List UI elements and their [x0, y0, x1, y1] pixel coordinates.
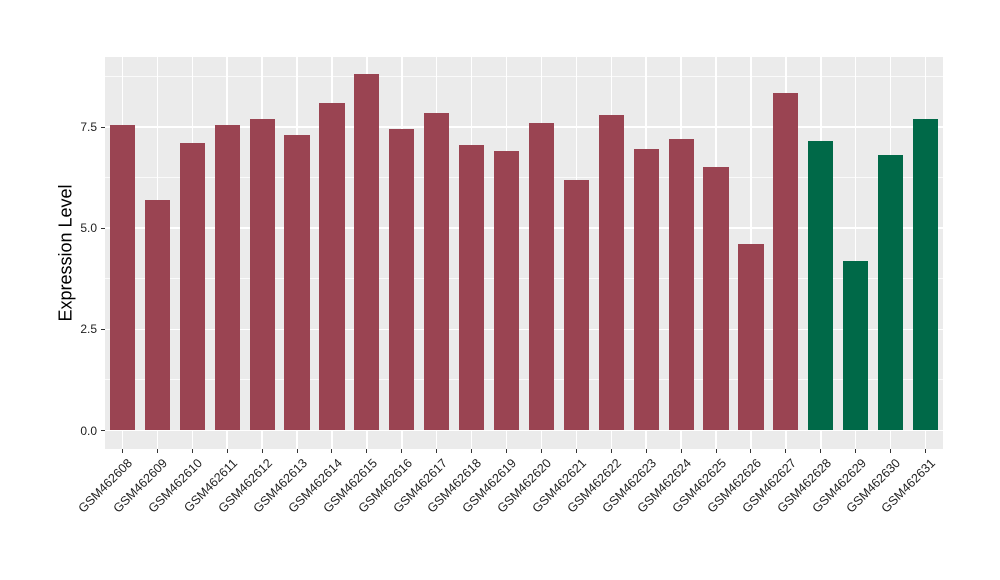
- bar-GSM462631: [912, 118, 939, 431]
- y-axis-title: Expression Level: [55, 184, 76, 322]
- bar-GSM462627: [773, 92, 799, 431]
- x-axis-tick: [366, 449, 368, 453]
- gridline-major-horizontal: [105, 126, 943, 128]
- x-axis-tick: [575, 449, 577, 453]
- y-tick-label: 2.5: [80, 322, 97, 337]
- x-axis-tick: [645, 449, 647, 453]
- bar-GSM462625: [703, 167, 729, 431]
- gridline-minor-horizontal: [105, 278, 943, 280]
- x-axis-tick: [855, 449, 857, 453]
- bar-GSM462615: [354, 74, 380, 431]
- gridline-major-horizontal: [105, 328, 943, 331]
- bar-GSM462628: [808, 141, 834, 431]
- bar-GSM462616: [389, 129, 415, 431]
- bar-GSM462630: [878, 155, 904, 431]
- x-axis-tick: [785, 449, 787, 453]
- x-axis-tick: [890, 449, 892, 453]
- gridline-major-horizontal: [105, 429, 943, 432]
- bar-GSM462621: [563, 179, 589, 431]
- y-tick-label: 7.5: [80, 120, 97, 134]
- y-tick-label: 5.0: [80, 221, 97, 236]
- gridline-minor-horizontal: [105, 75, 943, 77]
- x-axis-tick: [261, 449, 263, 453]
- bar-GSM462614: [319, 102, 345, 431]
- x-axis-tick: [750, 449, 752, 453]
- bar-GSM462609: [144, 199, 170, 431]
- bar-GSM462620: [528, 122, 554, 431]
- x-axis-tick: [121, 449, 123, 453]
- bar-GSM462619: [493, 151, 520, 431]
- x-axis-tick: [820, 449, 822, 453]
- y-axis-tick: [101, 328, 105, 330]
- gridline-vertical: [854, 57, 857, 449]
- x-axis-tick: [715, 449, 717, 453]
- x-axis-tick: [191, 449, 193, 453]
- x-axis-tick: [401, 449, 403, 453]
- x-axis-tick: [436, 449, 438, 453]
- bar-GSM462612: [249, 118, 275, 431]
- x-axis-tick: [226, 449, 228, 453]
- y-axis-tick: [101, 430, 105, 431]
- bar-GSM462622: [598, 114, 624, 431]
- x-axis-tick: [296, 449, 298, 453]
- x-axis-tick: [610, 449, 612, 453]
- plot-panel: [105, 57, 943, 449]
- bar-GSM462608: [109, 124, 135, 431]
- gridline-minor-horizontal: [105, 177, 943, 179]
- bar-GSM462626: [738, 244, 764, 431]
- x-axis-tick: [156, 449, 158, 453]
- x-axis-tick: [925, 449, 927, 453]
- bar-GSM462624: [668, 139, 694, 431]
- bar-GSM462617: [424, 112, 450, 431]
- gridline-minor-horizontal: [105, 379, 943, 381]
- bar-GSM462613: [284, 135, 310, 431]
- gridline-major-horizontal: [105, 227, 943, 229]
- bar-GSM462618: [459, 145, 485, 431]
- y-axis-tick: [101, 126, 105, 128]
- x-axis-tick: [471, 449, 473, 453]
- bar-GSM462623: [633, 149, 659, 431]
- bar-GSM462629: [843, 260, 869, 431]
- x-axis-tick: [540, 449, 542, 453]
- x-axis-tick: [506, 449, 508, 453]
- x-axis-tick: [331, 449, 333, 453]
- bar-GSM462610: [179, 143, 205, 431]
- y-axis-tick: [101, 227, 105, 229]
- x-axis-tick: [680, 449, 682, 453]
- y-tick-label: 0.0: [80, 423, 97, 438]
- bar-GSM462611: [214, 124, 240, 431]
